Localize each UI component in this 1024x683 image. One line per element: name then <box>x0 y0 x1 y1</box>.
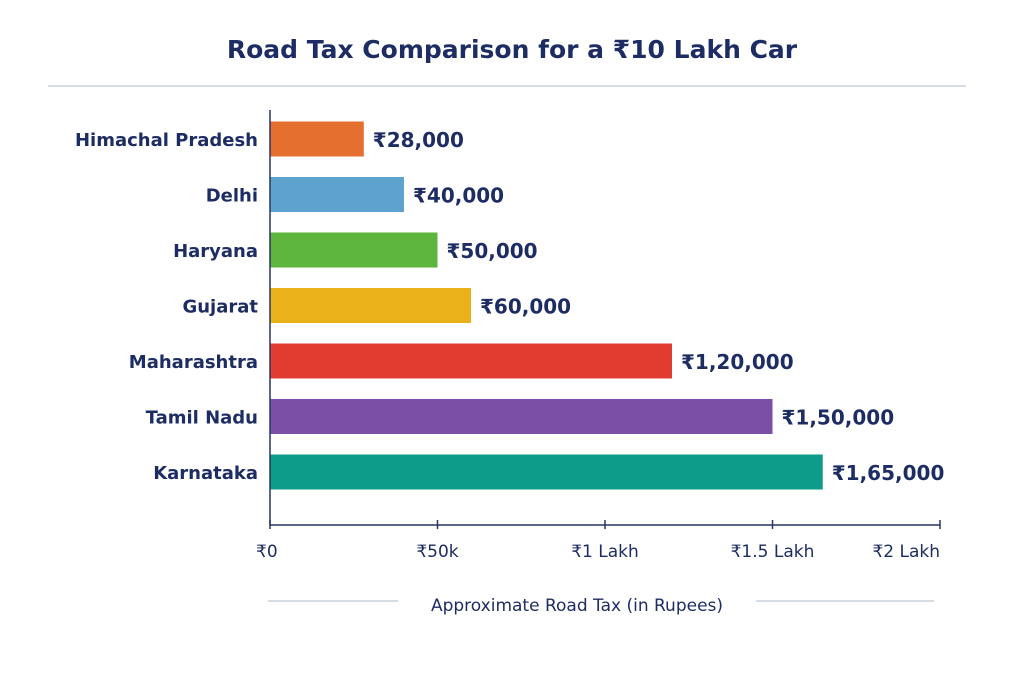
x-tick-label: ₹50k <box>416 542 458 562</box>
bar-group: Delhi ₹40,000 <box>206 177 504 212</box>
bar-group: Maharashtra ₹1,20,000 <box>129 343 794 379</box>
bar-group: Himachal Pradesh ₹28,000 <box>75 121 464 157</box>
bar-group: Karnataka ₹1,65,000 <box>153 454 945 490</box>
x-tick-label: ₹1.5 Lakh <box>731 542 815 562</box>
bar <box>270 121 364 157</box>
value-label: ₹1,65,000 <box>832 461 945 485</box>
value-label: ₹28,000 <box>373 128 464 152</box>
bar <box>270 232 438 268</box>
x-tick-label: ₹0 <box>256 542 278 562</box>
value-label: ₹1,20,000 <box>681 350 794 374</box>
bar <box>270 177 404 212</box>
x-axis-label: Approximate Road Tax (in Rupees) <box>431 596 723 616</box>
category-label: Maharashtra <box>129 352 258 373</box>
bar <box>270 343 672 379</box>
category-label: Gujarat <box>182 297 258 318</box>
category-label: Tamil Nadu <box>146 408 258 429</box>
value-label: ₹1,50,000 <box>782 406 895 430</box>
x-tick-label: ₹1 Lakh <box>571 542 639 562</box>
value-label: ₹50,000 <box>447 239 538 263</box>
category-label: Karnataka <box>153 463 258 484</box>
bar-group: Haryana ₹50,000 <box>173 232 538 268</box>
bar-group: Gujarat ₹60,000 <box>182 288 571 323</box>
bar <box>270 399 773 434</box>
chart-title: Road Tax Comparison for a ₹10 Lakh Car <box>227 35 798 64</box>
category-label: Himachal Pradesh <box>75 130 258 151</box>
bar-group: Tamil Nadu ₹1,50,000 <box>146 399 895 434</box>
value-label: ₹40,000 <box>413 184 504 208</box>
bar <box>270 454 823 490</box>
bar <box>270 288 471 323</box>
category-label: Haryana <box>173 241 258 262</box>
category-label: Delhi <box>206 186 258 207</box>
value-label: ₹60,000 <box>480 295 571 319</box>
x-tick-label: ₹2 Lakh <box>872 542 940 562</box>
